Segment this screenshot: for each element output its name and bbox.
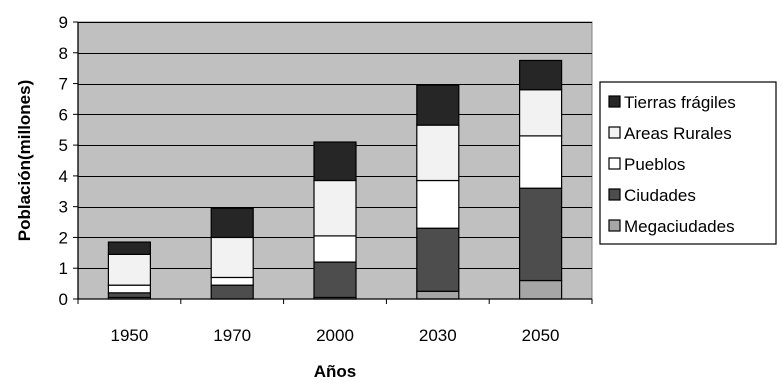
bar-segment — [313, 179, 357, 237]
y-tick-label: 9 — [59, 13, 68, 32]
x-tick-label: 2050 — [522, 326, 560, 345]
legend: Tierras frágiles Areas Rurales Pueblos Ciud… — [599, 81, 777, 245]
legend-swatch — [608, 95, 621, 108]
y-tick-label: 4 — [59, 167, 68, 186]
bar-segment — [416, 84, 460, 126]
legend-swatch — [608, 219, 621, 232]
x-axis-title: Años — [314, 362, 357, 381]
legend-swatch — [608, 157, 621, 170]
legend-swatch — [608, 188, 621, 201]
x-tick-label: 1970 — [213, 326, 251, 345]
bar-segment — [518, 59, 563, 91]
bar-segment — [416, 124, 460, 182]
y-tick-label: 3 — [59, 198, 68, 217]
bars — [107, 59, 563, 300]
x-axis-ticks: 1950 1970 2000 2030 2050 — [77, 299, 593, 345]
x-tick-label: 2030 — [419, 326, 457, 345]
y-tick-label: 5 — [59, 136, 68, 155]
bar-segment — [210, 284, 254, 300]
legend-label: Areas Rurales — [624, 124, 732, 143]
bar-segment — [107, 284, 152, 294]
legend-label: Tierras frágiles — [624, 93, 736, 112]
gridlines — [78, 22, 592, 269]
legend-label: Pueblos — [624, 155, 685, 174]
bar-segment — [518, 279, 563, 300]
bar-segment — [416, 227, 460, 292]
bar-segment — [313, 261, 357, 299]
y-tick-label: 0 — [59, 290, 68, 309]
x-tick-label: 2000 — [316, 326, 354, 345]
legend-box — [599, 81, 777, 245]
bar-segment — [518, 89, 563, 137]
y-tick-label: 1 — [59, 259, 68, 278]
axes — [77, 22, 592, 300]
bar-segment — [518, 187, 563, 282]
bar-segment — [313, 235, 357, 263]
bar-segment — [416, 179, 460, 229]
legend-label: Megaciudades — [624, 217, 735, 236]
bar-segment — [416, 290, 460, 300]
bar-segment — [210, 207, 254, 239]
bar-segment — [107, 292, 152, 299]
y-tick-label: 2 — [59, 228, 68, 247]
x-tick-label: 1950 — [110, 326, 148, 345]
bar-segment — [107, 253, 152, 286]
bar-segment — [518, 135, 563, 189]
legend-label: Ciudades — [624, 186, 696, 205]
y-axis-ticks: 0 1 2 3 4 5 6 7 8 9 — [59, 13, 78, 309]
y-tick-label: 8 — [59, 44, 68, 63]
bar-segment — [313, 141, 357, 182]
y-axis-title: Población(millones) — [15, 80, 34, 242]
legend-swatch — [608, 126, 621, 139]
bar-segment — [210, 276, 254, 286]
y-tick-label: 6 — [59, 105, 68, 124]
bar-segment — [107, 241, 152, 255]
y-tick-label: 7 — [59, 75, 68, 94]
bar-segment — [210, 236, 254, 279]
